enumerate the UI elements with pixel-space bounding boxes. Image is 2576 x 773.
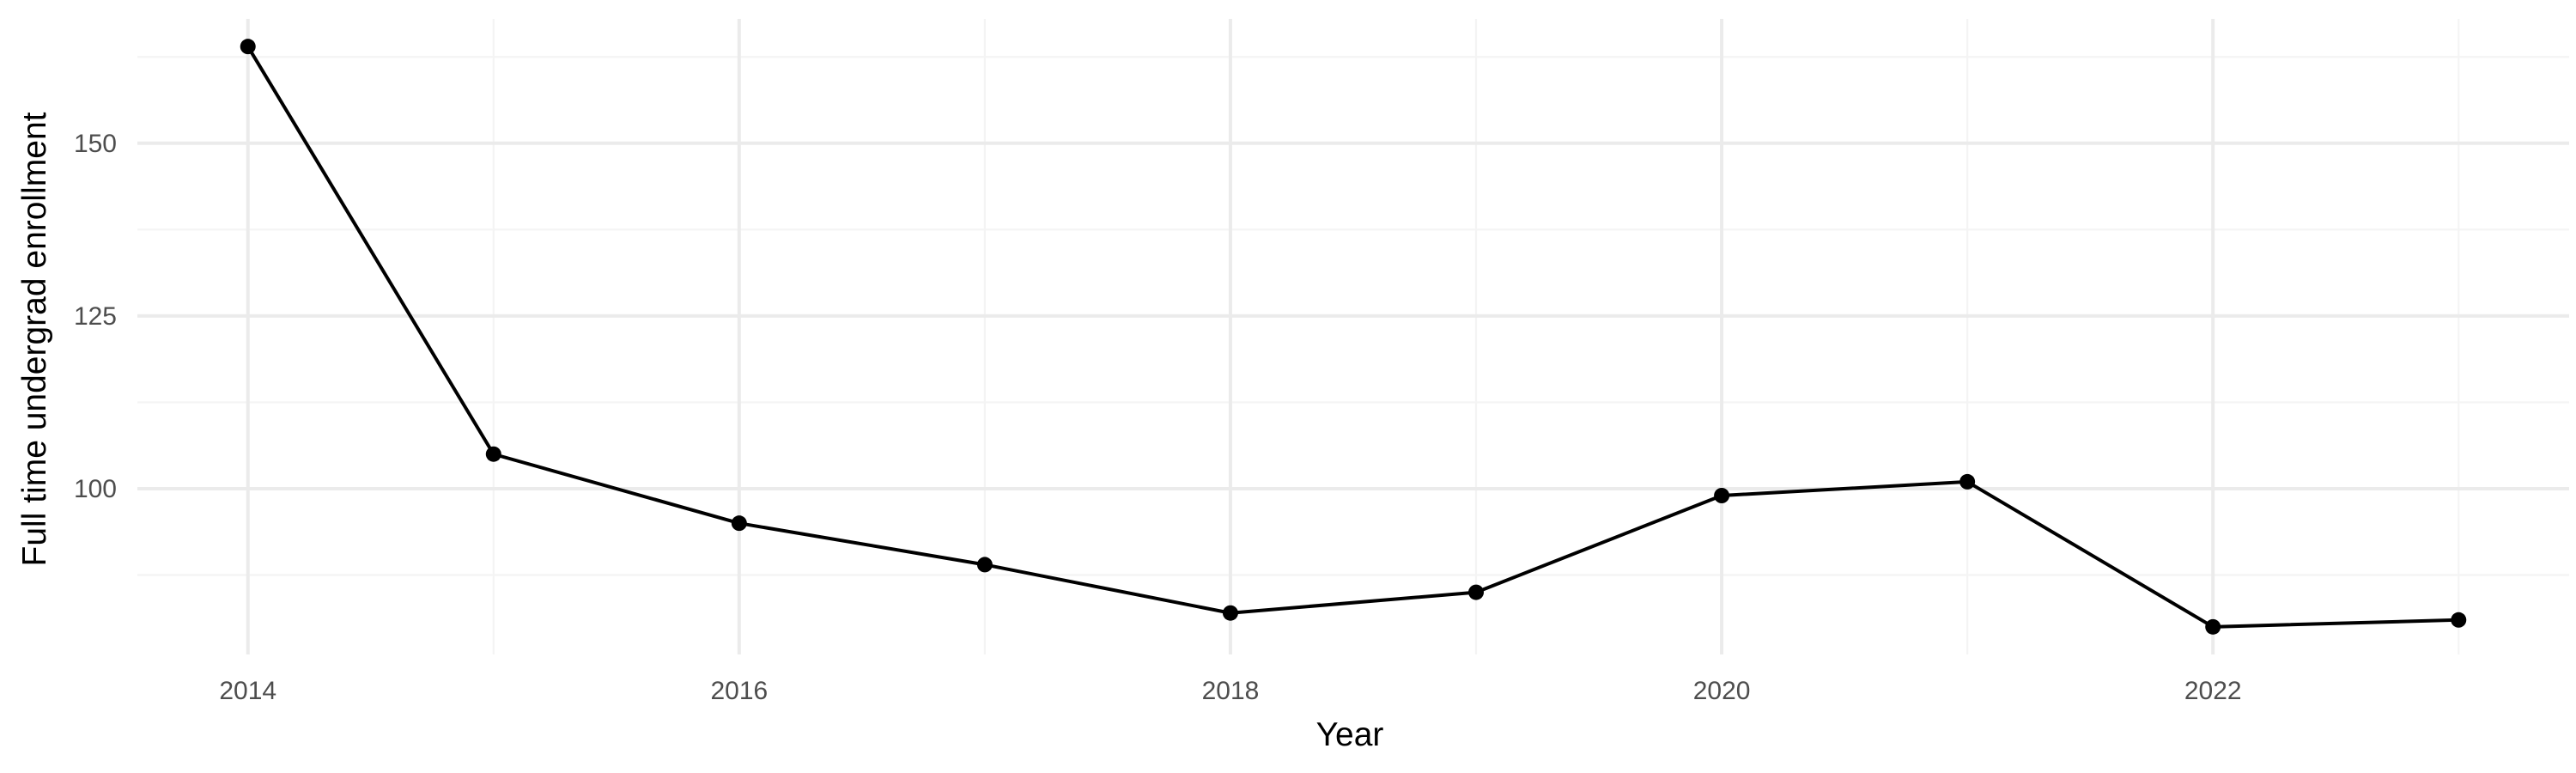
tick-labels-layer: 100 125 150 2014 2016 2018 2020 2022 xyxy=(74,130,2242,705)
data-point xyxy=(2451,612,2467,628)
grid-layer xyxy=(137,19,2569,654)
data-point xyxy=(1714,488,1730,503)
data-point xyxy=(976,557,993,573)
points-layer xyxy=(240,39,2467,635)
y-tick-label: 100 xyxy=(74,475,117,503)
data-point xyxy=(485,446,501,462)
y-axis-title: Full time undergrad enrollment xyxy=(16,112,53,566)
data-point xyxy=(2205,618,2221,635)
y-tick-label: 125 xyxy=(74,302,117,331)
x-tick-label: 2020 xyxy=(1693,677,1751,705)
x-axis-title: Year xyxy=(1316,716,1384,753)
data-point xyxy=(1959,473,1976,490)
x-tick-label: 2016 xyxy=(710,677,768,705)
data-point xyxy=(1468,584,1485,600)
x-tick-label: 2014 xyxy=(219,677,276,705)
data-point xyxy=(1222,605,1238,621)
y-tick-label: 150 xyxy=(74,130,117,158)
data-point xyxy=(731,515,747,532)
x-tick-label: 2018 xyxy=(1202,677,1260,705)
series-line xyxy=(246,45,2461,629)
series-layer xyxy=(246,45,2461,629)
x-tick-label: 2022 xyxy=(2184,677,2242,705)
data-point xyxy=(240,39,256,55)
